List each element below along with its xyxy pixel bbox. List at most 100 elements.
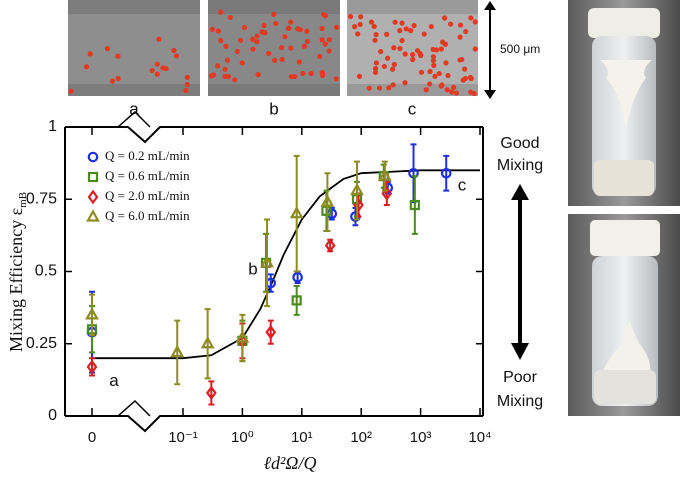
poor-label: Mixing (497, 393, 543, 410)
particle (282, 33, 288, 40)
particle (115, 75, 121, 82)
particle (368, 19, 375, 25)
error-bar (204, 308, 211, 380)
particle (472, 19, 478, 25)
error-bar (89, 293, 95, 337)
particle (457, 57, 463, 63)
particle (322, 41, 328, 47)
particle (433, 47, 440, 53)
particle (451, 84, 457, 91)
particle (402, 80, 408, 86)
particle (217, 9, 224, 15)
particle (214, 63, 221, 69)
particle (109, 78, 116, 84)
particle (326, 37, 332, 43)
particle (436, 70, 442, 77)
particle (414, 47, 421, 54)
particle (259, 29, 265, 35)
y-axis-label-text: Mixing Efficiency ε (6, 207, 26, 352)
particle (296, 59, 302, 65)
particle (358, 14, 364, 20)
particle (215, 28, 221, 34)
particle (428, 23, 434, 30)
particle (427, 81, 433, 87)
annotation: b (248, 259, 257, 278)
particle (304, 38, 310, 44)
particle (184, 74, 190, 80)
y-tick-label: 1 (48, 118, 57, 135)
annotation: a (109, 371, 119, 390)
x-tick-label: 10⁰ (231, 429, 254, 446)
point (265, 324, 277, 340)
panel-label: c (408, 99, 417, 118)
point (440, 167, 452, 179)
particle (432, 73, 438, 79)
particle (448, 21, 454, 27)
annotation: c (458, 175, 467, 194)
point (350, 182, 364, 196)
point (408, 167, 419, 179)
x-tick-label: 10⁴ (468, 429, 491, 446)
particle (273, 20, 279, 27)
y-tick-label: 0 (48, 407, 57, 424)
particle (356, 73, 363, 79)
scale-label: 500 μm (500, 42, 540, 56)
point (292, 271, 303, 283)
particle (300, 70, 306, 77)
legend-label: Q = 0.2 mL/min (105, 148, 190, 163)
particles (68, 9, 478, 97)
particle (408, 27, 414, 34)
error-bar (411, 175, 418, 235)
good-label: Good (500, 135, 539, 152)
fit-curve (92, 169, 480, 360)
particle (173, 53, 180, 59)
particle (430, 54, 437, 60)
legend-label: Q = 2.0 mL/min (105, 188, 190, 203)
particle (154, 61, 160, 67)
particle (319, 25, 325, 32)
particle (308, 70, 314, 77)
particle (223, 43, 229, 49)
point (324, 238, 336, 253)
legend-marker (87, 171, 99, 183)
x-axis-label: ℓd²Ω/Q (264, 453, 317, 473)
point (170, 344, 185, 358)
poor-label: Poor (503, 369, 537, 386)
particle (184, 81, 190, 88)
point (200, 335, 215, 349)
particle (279, 56, 285, 63)
error-bar (293, 284, 300, 316)
particle (156, 36, 162, 42)
channel (208, 14, 340, 84)
particle (224, 57, 231, 63)
particle (372, 69, 379, 75)
particle (154, 71, 160, 77)
point (86, 359, 98, 375)
particle (445, 72, 451, 79)
error-bar (208, 380, 215, 406)
particle (402, 51, 408, 57)
vial-poor (568, 214, 680, 416)
particle (442, 41, 449, 47)
particle (255, 71, 261, 78)
particle (373, 31, 379, 38)
particle (87, 51, 93, 57)
particle (389, 66, 396, 72)
particle (438, 46, 444, 52)
particle (271, 11, 277, 17)
point (377, 168, 392, 181)
legend-marker (87, 189, 99, 205)
particle (211, 72, 217, 78)
point (260, 255, 274, 268)
particle (254, 33, 260, 39)
point (381, 186, 393, 201)
point (85, 307, 99, 320)
point (409, 199, 420, 211)
particle (239, 60, 245, 66)
particle (301, 43, 307, 49)
particle (319, 37, 325, 43)
point (205, 385, 217, 401)
particle (468, 89, 474, 95)
particle (366, 85, 372, 91)
particle (272, 57, 278, 63)
